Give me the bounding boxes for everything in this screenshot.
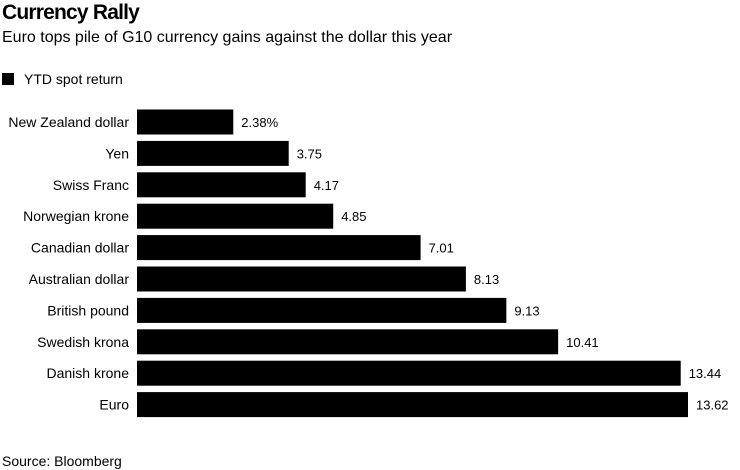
data-label: 10.41 xyxy=(566,335,599,350)
data-label: 7.01 xyxy=(429,241,454,256)
bar xyxy=(137,203,334,229)
data-label: 9.13 xyxy=(514,303,539,318)
category-label: Canadian dollar xyxy=(31,240,129,256)
category-label: Australian dollar xyxy=(29,271,130,287)
category-label: New Zealand dollar xyxy=(8,114,129,130)
chart-subtitle: Euro tops pile of G10 currency gains aga… xyxy=(2,29,453,46)
bar xyxy=(137,109,234,135)
bar xyxy=(137,235,421,261)
category-label: Euro xyxy=(99,397,129,413)
data-label: 4.85 xyxy=(341,209,366,224)
category-label: Swedish krona xyxy=(37,334,129,350)
bar xyxy=(137,297,507,323)
bar xyxy=(137,329,559,355)
bar xyxy=(137,140,289,166)
category-label: Norwegian krone xyxy=(23,208,129,224)
source-note: Source: Bloomberg xyxy=(2,453,122,469)
bar xyxy=(137,266,466,292)
category-label: Swiss Franc xyxy=(53,177,129,193)
bar xyxy=(137,392,688,418)
bar xyxy=(137,172,306,198)
legend: YTD spot return xyxy=(2,70,123,88)
data-label: 3.75 xyxy=(297,146,322,161)
category-label: British pound xyxy=(47,302,129,318)
legend-label: YTD spot return xyxy=(24,71,123,87)
bar xyxy=(137,360,681,386)
data-label: 13.44 xyxy=(689,366,722,381)
legend-swatch xyxy=(2,73,14,85)
chart-title: Currency Rally xyxy=(2,1,140,24)
data-label: 4.17 xyxy=(314,178,339,193)
data-label: 2.38% xyxy=(241,115,278,130)
category-label: Danish krone xyxy=(47,365,130,381)
data-label: 8.13 xyxy=(474,272,499,287)
category-label: Yen xyxy=(105,145,129,161)
data-label: 13.62 xyxy=(696,398,729,413)
